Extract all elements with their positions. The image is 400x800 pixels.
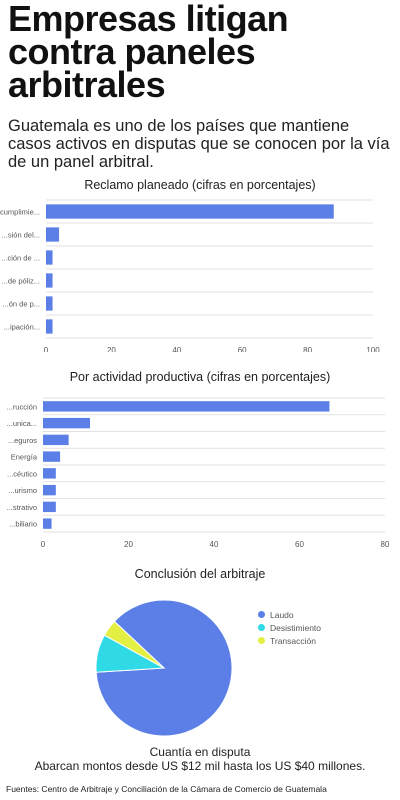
pie-slice-transaccion [103, 620, 165, 669]
chart-title-reclamo: Reclamo planeado (cifras en porcentajes) [84, 178, 316, 192]
bar-chart-actividad: ...rucción ...unica... ...eguros Energía...… [7, 397, 390, 549]
category-label: ...rucción [7, 402, 37, 411]
tick-label: 80 [381, 540, 390, 549]
category-label: ...ipación... [4, 323, 40, 332]
tick-label: 80 [303, 346, 312, 352]
bar [43, 468, 56, 479]
bar-chart-reclamo: Incumplimie... ...sión del... ...ción de .… [0, 199, 380, 352]
category-label: ...ón de p... [2, 300, 40, 309]
bar [46, 227, 60, 242]
bar [43, 417, 91, 429]
category-label: ...eguros [8, 436, 37, 445]
subheadline: Guatemala es uno de los países que manti… [8, 117, 390, 171]
bar [43, 434, 69, 446]
category-label: ...de póliz... [2, 277, 40, 286]
chart-title-conclusion: Conclusión del arbitraje [134, 567, 266, 581]
bar [46, 273, 53, 288]
legend-swatch-laudo [258, 611, 265, 618]
bar [43, 518, 52, 529]
tick-label: 100 [366, 346, 380, 352]
legend-label-laudo: Laudo [270, 609, 294, 620]
bar [43, 484, 56, 496]
pie-chart-conclusion [95, 599, 233, 737]
tick-label: 60 [295, 540, 304, 549]
bar [46, 204, 334, 219]
sources-note: Fuentes: Centro de Arbitraje y Conciliac… [6, 784, 327, 794]
category-label: ...urismo [8, 486, 37, 495]
bar [46, 296, 53, 311]
chart-title-actividad: Por actividad productiva (cifras en porc… [69, 370, 331, 384]
bar [46, 319, 53, 334]
tick-label: 40 [210, 540, 219, 549]
category-label: ...sión del... [2, 231, 40, 240]
tick-label: 0 [44, 346, 49, 352]
legend-item-desistimiento: Desistimiento [258, 621, 321, 634]
category-label: Energía [11, 453, 38, 462]
bar [43, 501, 56, 513]
bar [43, 451, 61, 462]
legend-label-transaccion: Transacción [270, 635, 316, 646]
headline: Empresas litigan contra paneles arbitral… [8, 0, 289, 105]
category-label: ...ción de ... [1, 254, 40, 263]
legend-label-desistimiento: Desistimiento [270, 622, 322, 633]
category-label: ...strativo [7, 503, 37, 512]
category-label: ...unica... [7, 419, 37, 428]
tick-label: 20 [107, 346, 116, 352]
amount-title: Cuantía en disputa [149, 745, 251, 759]
tick-label: 20 [124, 540, 133, 549]
tick-label: 60 [238, 346, 247, 352]
tick-label: 0 [41, 540, 46, 549]
amount-text: Abarcan montos desde US $12 mil hasta lo… [34, 759, 366, 773]
tick-label: 40 [172, 346, 181, 352]
legend-item-laudo: Laudo [258, 608, 321, 621]
category-label: Incumplimie... [0, 208, 40, 217]
pie-legend: Laudo Desistimiento Transacción [258, 608, 321, 647]
legend-swatch-desistimiento [258, 624, 265, 631]
bar [43, 401, 330, 412]
category-label: ...céutico [7, 469, 37, 478]
category-label: ...biliario [9, 520, 37, 529]
legend-item-transaccion: Transacción [258, 634, 321, 647]
legend-swatch-transaccion [258, 637, 265, 644]
bar [46, 250, 53, 265]
